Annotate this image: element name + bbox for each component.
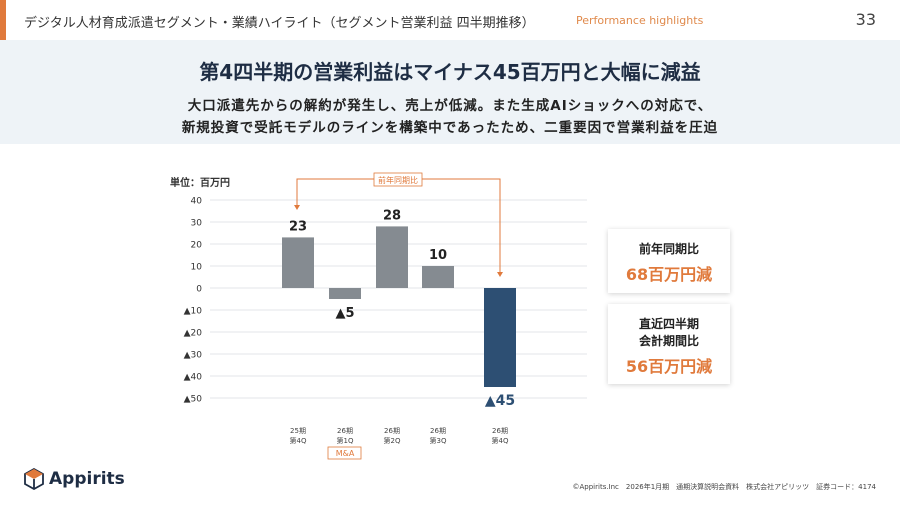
data-label: 23 <box>289 219 307 234</box>
arrow-down-icon <box>497 272 503 277</box>
y-tick-label: ▲20 <box>184 329 203 339</box>
y-tick-label: 40 <box>191 197 203 207</box>
bar <box>282 237 314 288</box>
arrow-down-icon <box>294 205 300 210</box>
header: デジタル人材育成派遣セグメント・業績ハイライト（セグメント営業利益 四半期推移）… <box>0 0 900 40</box>
description-line-1: 大口派遣先からの解約が発生し、売上が低減。また生成AIショックへの対応で、 <box>187 98 713 114</box>
x-tick-label: 第4Q <box>290 436 307 445</box>
bar <box>376 226 408 288</box>
data-label: 28 <box>383 208 401 223</box>
data-label: 10 <box>429 248 447 263</box>
callout-value: 68百万円減 <box>625 265 713 284</box>
callout-value: 56百万円減 <box>625 357 713 376</box>
header-subtitle: Performance highlights <box>576 14 704 27</box>
callout-yoy: 前年同期比 68百万円減 <box>608 229 730 293</box>
page-number: 33 <box>855 10 876 29</box>
data-label: ▲45 <box>485 393 515 409</box>
x-tick-label: 26期 <box>384 427 400 435</box>
bar <box>484 288 516 387</box>
y-tick-label: 20 <box>191 241 203 251</box>
brand-name: Appirits <box>49 469 125 489</box>
callout-qoq: 直近四半期 会計期間比 56百万円減 <box>608 304 730 384</box>
callout-label: 直近四半期 <box>638 317 699 331</box>
x-tick-label: 26期 <box>430 427 446 435</box>
y-tick-label: ▲10 <box>184 307 203 317</box>
bar <box>329 288 361 299</box>
y-tick-label: ▲40 <box>184 373 203 383</box>
x-tick-label: 26期 <box>492 427 508 435</box>
y-tick-label: 0 <box>196 285 202 295</box>
y-tick-label: 30 <box>191 219 203 229</box>
data-label: ▲5 <box>335 306 354 321</box>
y-tick-label: ▲50 <box>184 395 203 405</box>
summary-band <box>0 40 900 144</box>
x-tick-label: 第2Q <box>384 436 401 445</box>
y-tick-label: 10 <box>191 263 203 273</box>
yoy-tag: 前年同期比 <box>378 175 418 185</box>
callout-label: 会計期間比 <box>638 334 699 348</box>
y-tick-label: ▲30 <box>184 351 203 361</box>
ma-tag: M&A <box>336 449 355 458</box>
x-tick-label: 25期 <box>290 427 306 435</box>
header-title: デジタル人材育成派遣セグメント・業績ハイライト（セグメント営業利益 四半期推移） <box>24 16 535 31</box>
logo: Appirits <box>24 468 125 490</box>
footer-text: ©Appirits.Inc 2026年1月期 通期決算説明会資料 株式会社アピリ… <box>572 483 877 491</box>
ma-tag-box <box>327 446 362 460</box>
x-tick-label: 第1Q <box>337 436 354 445</box>
description-line-2: 新規投資で受託モデルのラインを構築中であったため、二重要因で営業利益を圧迫 <box>181 120 719 136</box>
yoy-tag-box <box>373 172 423 187</box>
cube-logo-icon <box>24 468 44 490</box>
callout-label: 前年同期比 <box>638 242 699 256</box>
unit-label: 単位：百万円 <box>170 176 230 189</box>
x-tick-label: 26期 <box>337 427 353 435</box>
bar <box>422 266 454 288</box>
x-tick-label: 第3Q <box>430 436 447 445</box>
headline: 第4四半期の営業利益はマイナス45百万円と大幅に減益 <box>199 60 701 84</box>
x-tick-label: 第4Q <box>492 436 509 445</box>
accent-bar <box>0 0 6 40</box>
